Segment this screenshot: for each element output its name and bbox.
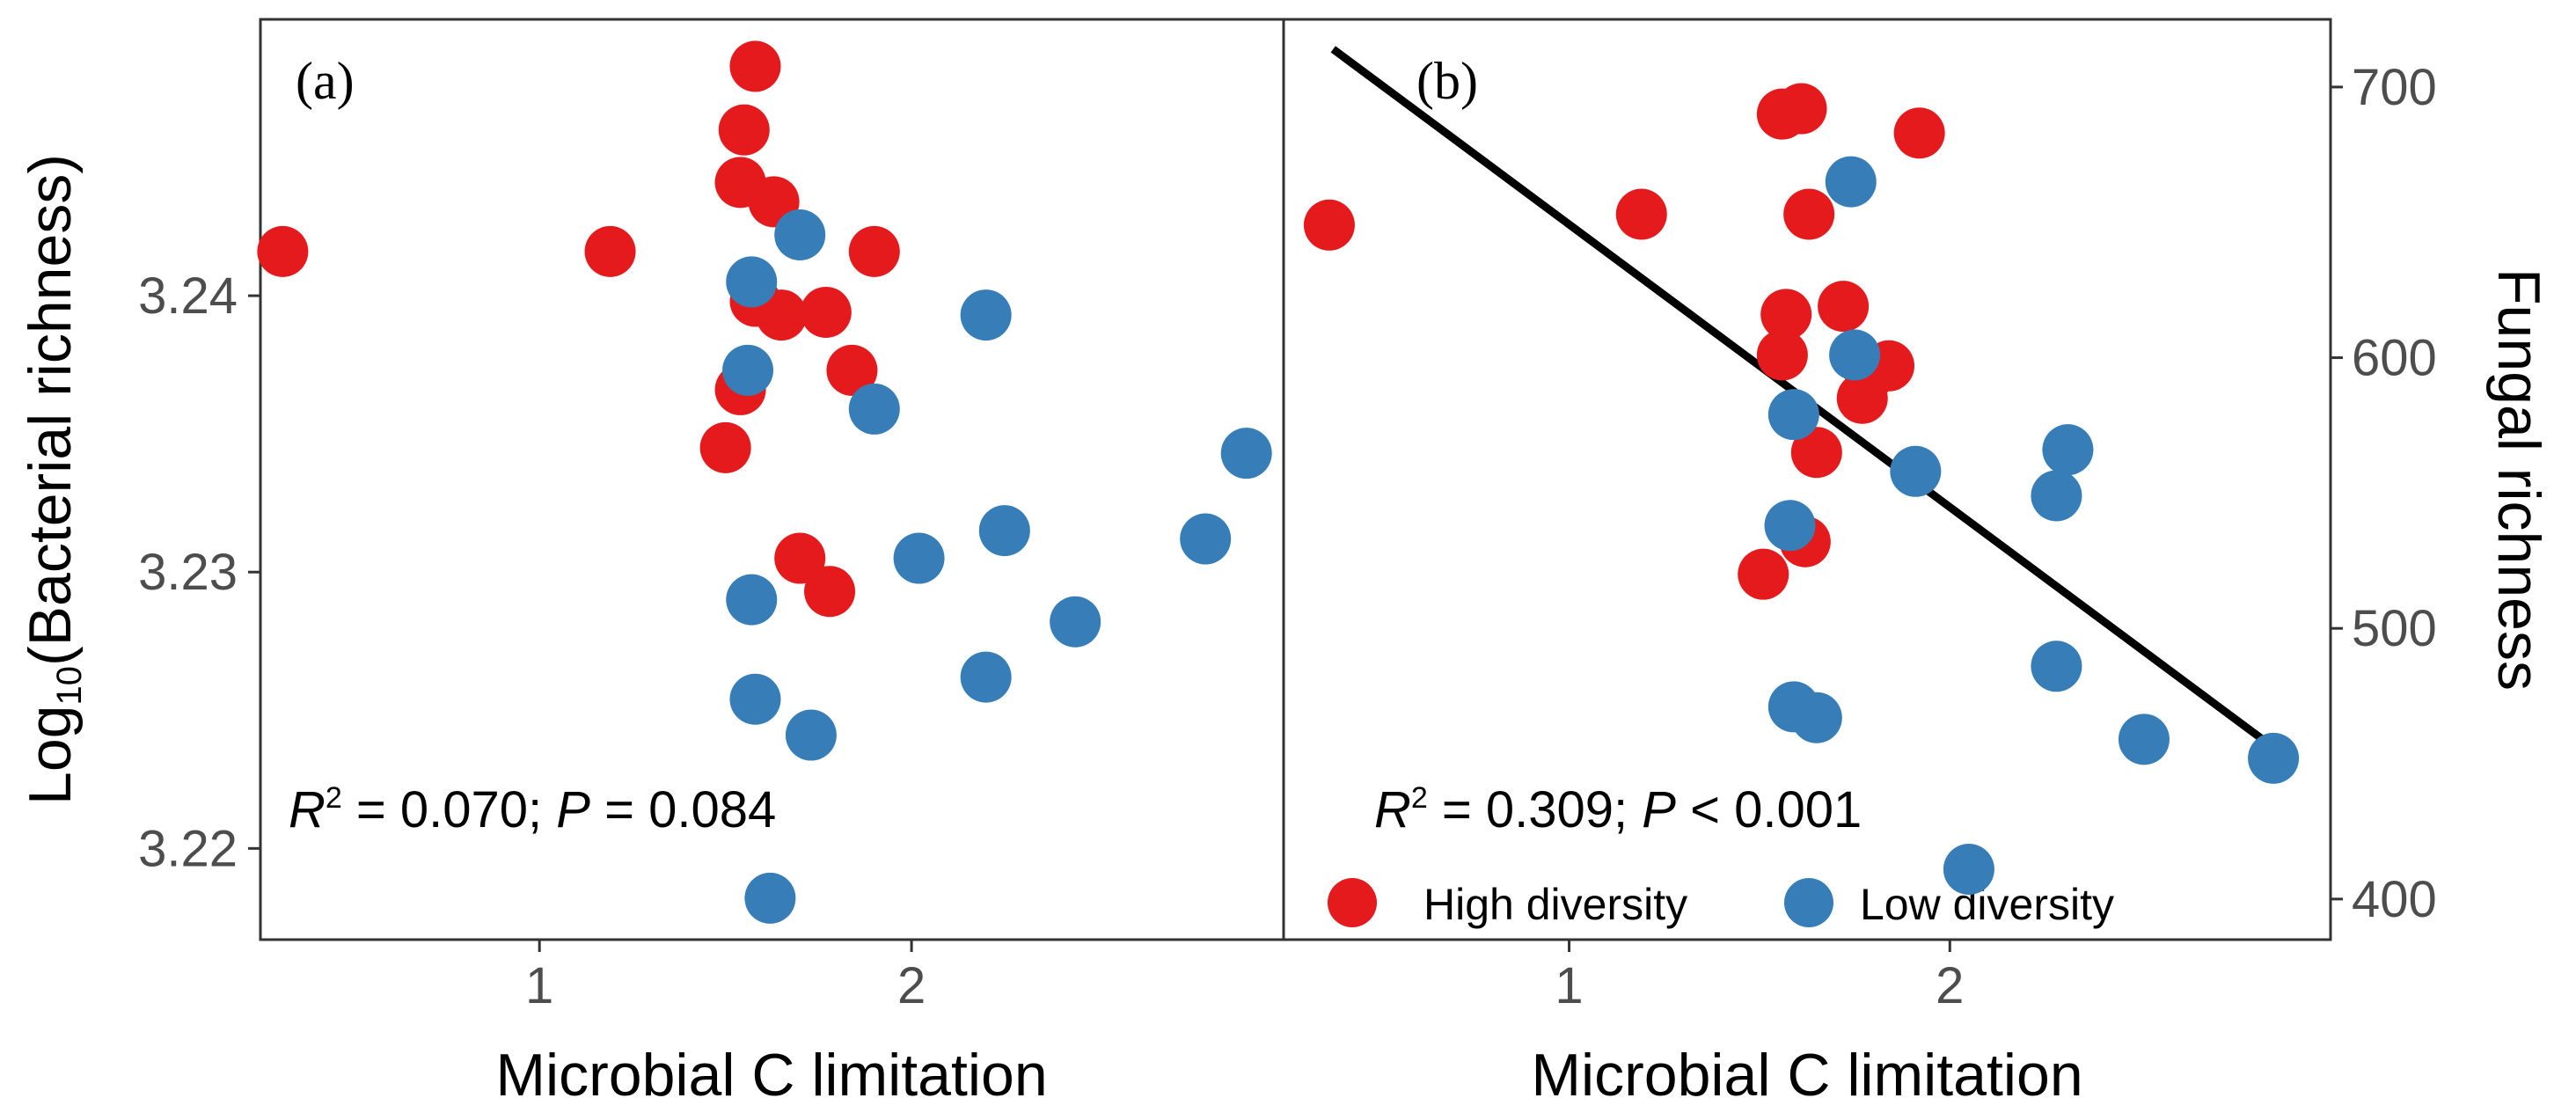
panel-a-high-diversity-point-9 [848,225,900,277]
panel-b-high-diversity-point-4 [1893,107,1945,159]
panel-b-low-diversity-point-3 [1890,445,1942,497]
panel-b-high-diversity-point-0 [1303,199,1355,251]
panel-b-y-axis-title: Fungal richness [2485,268,2552,691]
panel-a-low-diversity-point-13 [785,709,837,761]
panel-b-y-tick-label-3: 700 [2352,59,2437,116]
panel-b-high-diversity-point-3 [1775,83,1827,135]
panel-b-y-tick-label-2: 600 [2352,330,2437,387]
panel-b-high-diversity-point-11 [1836,372,1888,424]
panel-b-low-diversity-point-6 [1764,500,1816,552]
panel-b-high-diversity-point-12 [1790,427,1842,479]
panel-a-x-tick-label-0: 1 [525,957,553,1014]
panel-a-low-diversity-point-10 [1050,596,1101,648]
panel-a-low-diversity-point-2 [960,289,1012,341]
panel-a-low-diversity-point-11 [729,673,781,725]
panel-a-r2-label: R [289,781,326,838]
panel-a-low-diversity-point-4 [848,383,900,435]
panel-a-high-diversity-point-7 [756,289,808,341]
panel-b-low-diversity-point-11 [2248,732,2300,784]
panel-b-r2-label: R [1374,781,1411,838]
panel-b-x-axis-title: Microbial C limitation [1531,1042,2082,1109]
panel-a-low-diversity-point-7 [978,505,1030,557]
panel-b-x-tick-label-0: 1 [1555,957,1583,1014]
panel-b-p-label: P [1642,781,1676,838]
y-title-subscript: 10 [50,666,89,706]
panel-a-label: (a) [296,52,355,110]
panel-b-r2-sup: 2 [1411,781,1428,815]
panel-a-high-diversity-point-12 [699,421,751,473]
panel-a-y-tick-label-0: 3.22 [138,820,238,877]
panel-a-low-diversity-point-9 [726,574,778,626]
panel-a-low-diversity-point-3 [722,344,774,396]
panel-a-high-diversity-point-8 [800,286,852,338]
y-title-log: Log [17,705,84,804]
legend-low-diversity-swatch [1784,878,1833,927]
panel-b-high-diversity-point-1 [1615,188,1667,240]
legend-low-diversity-label: Low diversity [1860,880,2114,929]
panel-a-low-diversity-point-14 [744,872,796,924]
panel-a-high-diversity-point-3 [718,104,770,156]
panel-b-low-diversity-point-10 [2118,714,2170,765]
panel-a-high-diversity-point-0 [257,225,309,277]
panel-b-low-diversity-point-12 [1943,844,1994,896]
panel-a-y-axis-title: Log10(Bacterial richness) [17,154,89,805]
panel-b-high-diversity-point-8 [1756,329,1808,381]
panel-a-r2-sup: 2 [326,781,342,815]
panel-a-x-axis-title: Microbial C limitation [495,1042,1047,1109]
panel-a-stats: R2 = 0.070; P = 0.084 [289,781,776,838]
panel-b-low-diversity-point-4 [2042,424,2094,476]
panel-b-frame [1282,18,2332,941]
panel-b-y-tick-label-1: 500 [2352,600,2437,657]
panel-b-p-value: < 0.001 [1676,781,1862,838]
panel-a-low-diversity-point-8 [1180,513,1232,565]
panel-b-r2-value: = 0.309; [1428,781,1642,838]
panel-b-low-diversity-point-2 [1767,389,1819,441]
panel-b-low-diversity-point-9 [1790,692,1842,743]
panel-b-low-diversity-point-5 [2031,470,2082,522]
panel-b-high-diversity-point-14 [1738,548,1789,600]
panel-a-x-tick-label-1: 2 [897,957,926,1014]
panel-a-low-diversity-point-1 [726,256,778,308]
panel-a-low-diversity-point-6 [893,532,945,584]
panel-b-y-tick-label-0: 400 [2352,871,2437,928]
panel-b-x-tick-label-1: 2 [1936,957,1964,1014]
y-title-rest: (Bacterial richness) [17,154,84,666]
panel-b-low-diversity-point-0 [1825,156,1877,208]
panel-a-low-diversity-point-12 [960,651,1012,703]
panel-a-high-diversity-point-13 [774,532,826,584]
panel-a-low-diversity-point-5 [1220,428,1272,479]
panel-a-y-tick-label-1: 3.23 [138,544,238,601]
panel-a-high-diversity-point-14 [804,566,856,618]
panel-a-high-diversity-point-1 [584,225,636,277]
legend: High diversity Low diversity [1328,878,2114,929]
panel-b-label: (b) [1416,52,1478,110]
panel-b-stats: R2 = 0.309; P < 0.001 [1374,781,1862,838]
legend-high-diversity-swatch [1328,878,1377,927]
legend-high-diversity-label: High diversity [1423,880,1687,929]
panel-a-low-diversity-point-0 [774,209,826,261]
panel-b-low-diversity-point-1 [1829,329,1881,381]
chart-marks: 1 2 3.22 3.23 3.24 1 2 400 500 600 700 [138,40,2437,1014]
panel-a-p-value: = 0.084 [590,781,776,838]
panel-a-high-diversity-point-2 [729,40,781,92]
panel-b-low-diversity-point-7 [2031,641,2082,692]
panel-a-r2-value: = 0.070; [342,781,556,838]
panel-b-high-diversity-point-6 [1760,289,1812,340]
panel-a-y-tick-label-2: 3.24 [138,267,238,325]
panel-b-high-diversity-point-7 [1818,281,1870,333]
panel-a-p-label: P [556,781,590,838]
panel-a-high-diversity-point-10 [826,344,878,396]
panel-b-high-diversity-point-5 [1783,188,1835,240]
